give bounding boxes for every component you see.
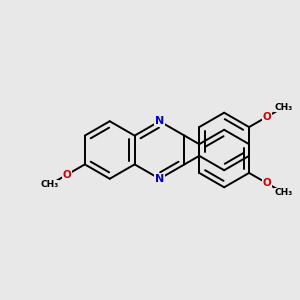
Text: N: N — [155, 174, 164, 184]
Text: O: O — [262, 112, 271, 122]
Text: CH₃: CH₃ — [274, 103, 292, 112]
Text: O: O — [262, 178, 271, 188]
Text: O: O — [62, 170, 71, 180]
Text: N: N — [155, 116, 164, 126]
Text: CH₃: CH₃ — [274, 188, 292, 197]
Text: CH₃: CH₃ — [40, 180, 58, 189]
